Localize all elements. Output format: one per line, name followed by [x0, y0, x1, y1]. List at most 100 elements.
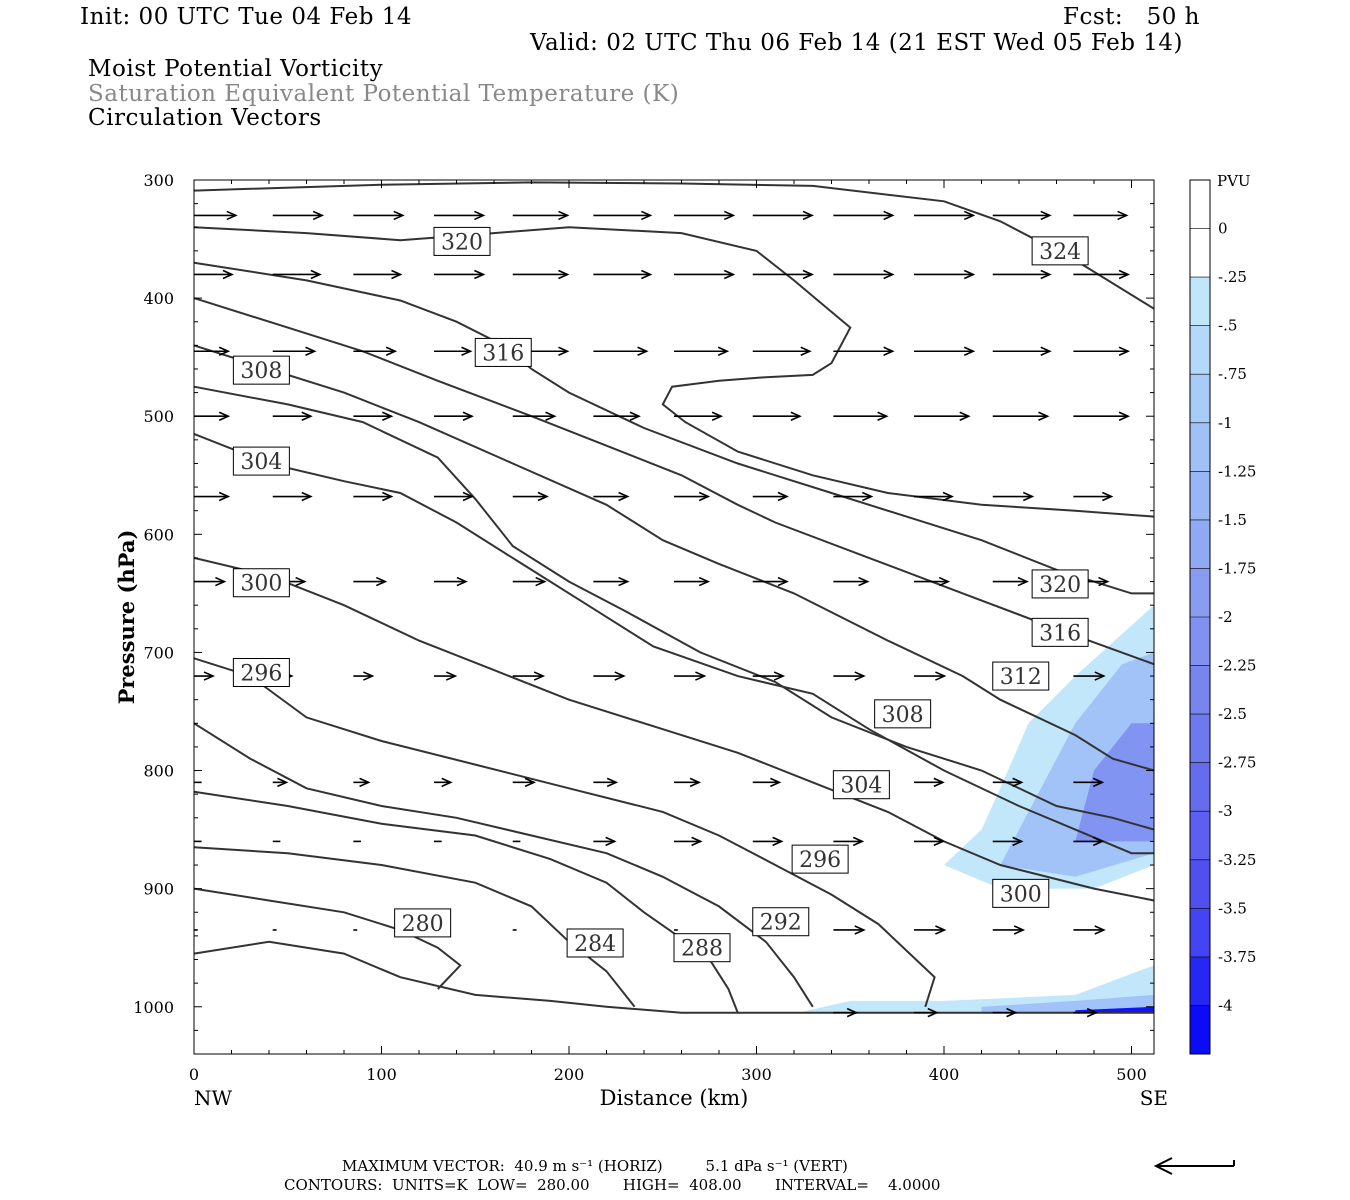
circulation-vector [434, 269, 486, 280]
colorbar-label: -4 [1218, 996, 1233, 1014]
field-title-vectors: Circulation Vectors [88, 105, 322, 131]
vector-head [883, 346, 895, 356]
contour-line [193, 432, 1154, 855]
vector-head [618, 491, 630, 502]
circulation-vector [833, 346, 895, 356]
field-title-pv: Moist Potential Vorticity [88, 56, 384, 82]
circulation-vector [194, 269, 234, 280]
vector-head [1098, 576, 1110, 587]
contour-label-text: 296 [799, 848, 841, 873]
vector-head [385, 346, 398, 356]
circulation-vector [674, 210, 736, 221]
colorbar-swatch [1190, 1005, 1210, 1054]
vector-head [474, 210, 486, 221]
circulation-vector [833, 925, 866, 935]
vector-head [711, 411, 724, 421]
vector-head [770, 777, 782, 788]
vector-head [535, 576, 547, 587]
vector-head [461, 346, 473, 356]
vector-head [877, 411, 889, 421]
vector-head [852, 836, 865, 847]
axes: 0 100 200 300 400 500 300 400 500 600 700 800 900 100… [133, 171, 1154, 1084]
contour-label-box [791, 844, 849, 874]
circulation-vector [992, 346, 1052, 356]
vector-head [606, 777, 619, 788]
circulation-vector [752, 576, 789, 587]
circulation-vector [833, 269, 895, 280]
vector-head [462, 491, 474, 502]
circulation-vector [512, 671, 546, 681]
circulation-vector [833, 576, 870, 587]
circulation-vector [752, 269, 814, 280]
y-tick-label: 600 [143, 525, 174, 544]
circulation-vector [1073, 491, 1114, 502]
circulation-vector [593, 346, 649, 356]
colorbar-label: -3.25 [1218, 851, 1256, 869]
circulation-vector [593, 836, 617, 847]
vector-head [545, 411, 557, 421]
contour-label-box [474, 337, 532, 367]
circulation-vector [353, 491, 394, 502]
vector-head [1092, 836, 1105, 847]
vector-head [558, 346, 570, 356]
contour-label-text: 292 [760, 911, 802, 936]
pv-region [1075, 1006, 1154, 1013]
vector-head [1117, 210, 1129, 221]
circulation-vector [1073, 269, 1131, 280]
contour-label-box [232, 355, 290, 385]
vector-head [773, 671, 786, 681]
vector-head [963, 269, 976, 280]
contour-line [193, 657, 936, 1008]
vector-head [641, 269, 653, 280]
vector-head [222, 269, 234, 280]
contour-line [193, 226, 1155, 518]
circulation-vector [512, 210, 570, 221]
contour-label: 292 [752, 907, 810, 937]
contour-label-box [394, 908, 452, 938]
vector-head [382, 491, 394, 502]
contour-label: 300 [992, 878, 1050, 908]
circulation-vector [1073, 836, 1105, 847]
contour-label: 280 [394, 908, 452, 938]
circulation-vector [1073, 1007, 1099, 1018]
circulation-vector [833, 491, 874, 502]
colorbar-title: PVU [1217, 172, 1251, 190]
vector-head [363, 671, 375, 681]
circulation-vector [914, 269, 976, 280]
contour-label-text: 320 [1039, 573, 1081, 598]
circulation-vector [434, 346, 473, 356]
contour-label: 308 [232, 355, 290, 385]
contour-label-box [752, 907, 810, 937]
contour-label-box [673, 933, 731, 963]
contour-line [193, 722, 814, 1008]
circulation-vector [914, 925, 947, 935]
vector-head [310, 269, 322, 280]
vector-head [717, 346, 730, 356]
circulation-vector [593, 671, 626, 681]
contour-line [193, 344, 1155, 772]
contour-label-text: 320 [441, 230, 483, 255]
circulation-vector [1073, 346, 1131, 356]
contour-label: 288 [673, 933, 731, 963]
circulation-vector [353, 346, 398, 356]
colorbar-label: -.5 [1218, 317, 1237, 335]
contour-label: 284 [566, 928, 624, 958]
contour-label-text: 300 [240, 572, 282, 597]
circulation-vector [194, 491, 231, 502]
init-time: Init: 00 UTC Tue 04 Feb 14 [80, 4, 413, 30]
y-tick-label: 700 [143, 643, 174, 662]
contour-label-text: 316 [482, 341, 524, 366]
circulation-vector [752, 777, 782, 788]
x-axis-title: Distance (km) [600, 1086, 749, 1110]
colorbar-swatch [1190, 422, 1210, 472]
vector-head [1006, 1007, 1018, 1018]
contour-label-text: 300 [1000, 882, 1042, 907]
contour-label-text: 288 [681, 937, 723, 962]
vector-head [1118, 346, 1131, 356]
vector-head [441, 777, 453, 788]
vector-head [637, 346, 649, 356]
circulation-vector [434, 491, 474, 502]
contour-label: 324 [1031, 236, 1089, 266]
x-tick-label: 500 [1116, 1065, 1147, 1084]
pv-region [797, 965, 1154, 1013]
